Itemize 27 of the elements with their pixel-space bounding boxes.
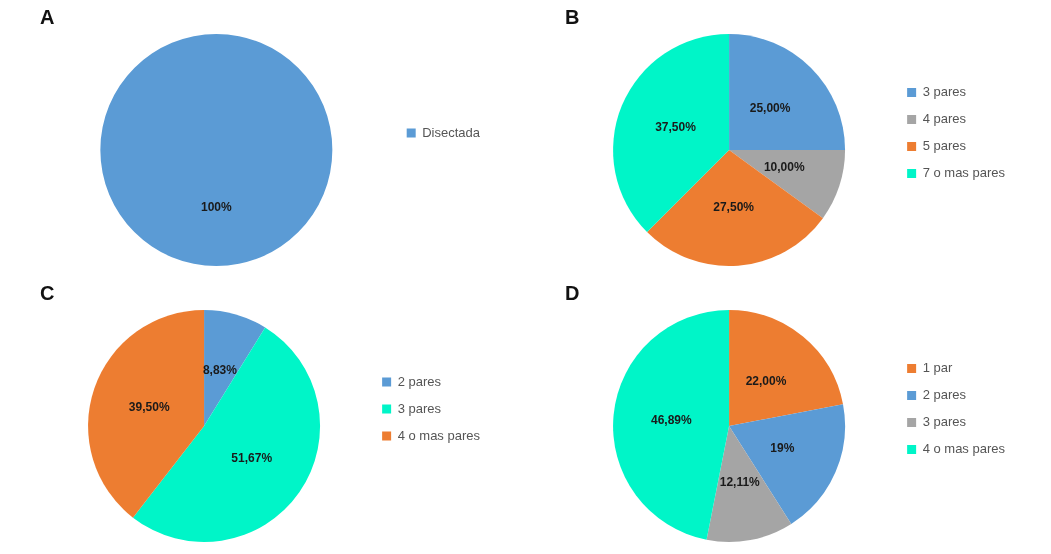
legend-label: 2 pares (397, 373, 442, 389)
legend-label: 3 pares (922, 414, 967, 430)
legend-label: 4 o mas pares (922, 441, 1006, 457)
data-label: 39,50% (128, 399, 170, 414)
data-label: 19% (770, 441, 795, 456)
legend-label: 3 pares (397, 400, 442, 416)
data-label: 27,50% (713, 200, 755, 215)
data-label: 37,50% (655, 120, 697, 135)
chart-title: C (40, 281, 55, 304)
chart-title: D (565, 281, 580, 304)
legend-label: 4 pares (922, 111, 967, 127)
data-label: 10,00% (763, 160, 805, 175)
data-label: 22,00% (745, 373, 787, 388)
legend-label: 3 pares (922, 84, 967, 100)
legend-label: 7 o mas pares (922, 165, 1006, 181)
chart-title: A (40, 5, 55, 28)
data-label: 25,00% (749, 101, 791, 116)
data-label: 51,67% (231, 451, 273, 466)
legend-label: Disectada (422, 124, 481, 140)
legend-label: 1 par (922, 360, 953, 376)
data-label: 46,89% (650, 412, 693, 427)
data-label: 12,11% (719, 475, 761, 490)
data-label: 100% (200, 200, 233, 215)
legend-label: 5 pares (922, 138, 967, 154)
legend-label: 4 o mas pares (397, 427, 481, 443)
legend-label: 2 pares (922, 387, 967, 403)
chart-title: B (565, 5, 580, 28)
